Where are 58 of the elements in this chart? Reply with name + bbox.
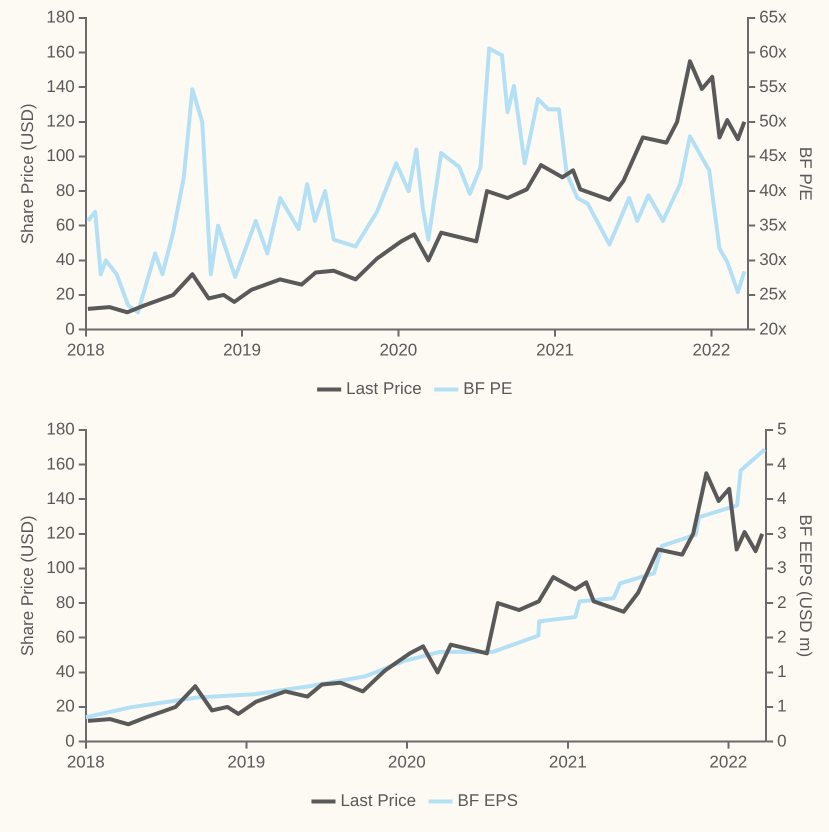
y2-tick-label: 1 xyxy=(777,662,787,682)
y2-tick-label: 3 xyxy=(777,558,787,578)
y2-axis-title: BF P/E xyxy=(796,146,816,201)
y-tick-label: 20 xyxy=(56,284,75,304)
y2-tick-label: 2 xyxy=(777,592,787,612)
x-tick-label: 2020 xyxy=(379,340,418,360)
y2-tick-label: 1 xyxy=(777,696,787,716)
y2-tick-label: 65x xyxy=(759,8,788,27)
y-tick-label: 120 xyxy=(46,524,75,543)
y-tick-label: 160 xyxy=(46,42,75,62)
y2-tick-label: 45x xyxy=(759,146,788,166)
y-tick-label: 40 xyxy=(56,662,75,682)
y2-tick-label: 4 xyxy=(777,454,787,474)
y-tick-label: 80 xyxy=(56,592,75,612)
x-tick-label: 2018 xyxy=(66,752,105,772)
y2-tick-label: 50x xyxy=(759,112,788,131)
y-tick-label: 40 xyxy=(56,250,75,270)
y-tick-label: 80 xyxy=(56,180,75,200)
x-tick-label: 2021 xyxy=(548,752,587,772)
x-tick-label: 2020 xyxy=(388,752,426,772)
y2-tick-label: 0 xyxy=(777,731,787,750)
legend-label: Last Price xyxy=(340,791,416,810)
y-tick-label: 180 xyxy=(46,420,75,439)
y-axis-title: Share Price (USD) xyxy=(18,103,37,244)
legend-label: BF EPS xyxy=(458,791,518,810)
y-tick-label: 160 xyxy=(46,454,75,474)
y-axis-title: Share Price (USD) xyxy=(18,515,37,656)
x-tick-label: 2019 xyxy=(227,752,266,772)
legend-label: Last Price xyxy=(346,379,422,398)
y-tick-label: 140 xyxy=(46,488,75,508)
y-tick-label: 180 xyxy=(46,8,75,27)
y2-tick-label: 25x xyxy=(759,284,788,304)
y-tick-label: 0 xyxy=(65,319,75,338)
x-tick-label: 2019 xyxy=(223,340,261,360)
y-tick-label: 120 xyxy=(46,112,75,131)
y2-tick-label: 3 xyxy=(777,524,787,543)
y2-tick-label: 5 xyxy=(777,420,787,439)
y-tick-label: 60 xyxy=(56,215,75,234)
y2-tick-label: 40x xyxy=(759,180,788,200)
y2-tick-label: 35x xyxy=(759,215,788,234)
y-tick-label: 140 xyxy=(46,76,75,96)
y-tick-label: 20 xyxy=(56,696,75,716)
x-tick-label: 2022 xyxy=(692,340,730,360)
y-tick-label: 60 xyxy=(56,627,75,646)
y2-tick-label: 4 xyxy=(777,488,787,508)
y-tick-label: 100 xyxy=(46,146,75,166)
y2-axis-title: BF EEPS (USD m) xyxy=(796,514,816,658)
y-tick-label: 100 xyxy=(46,558,75,578)
x-tick-label: 2022 xyxy=(709,752,748,772)
y2-tick-label: 20x xyxy=(759,319,788,338)
y2-tick-label: 2 xyxy=(777,627,787,646)
y-tick-label: 0 xyxy=(65,731,75,750)
y2-tick-label: 60x xyxy=(759,42,788,62)
legend-label: BF PE xyxy=(463,379,512,398)
x-tick-label: 2018 xyxy=(66,340,105,360)
y2-tick-label: 55x xyxy=(759,76,788,96)
y2-tick-label: 30x xyxy=(759,250,788,270)
x-tick-label: 2021 xyxy=(536,340,574,360)
